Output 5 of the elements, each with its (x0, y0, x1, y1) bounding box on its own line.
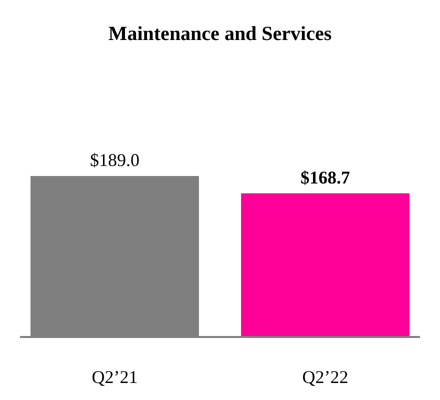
data-label: $168.7 (300, 167, 350, 188)
data-label: $189.0 (90, 150, 140, 170)
x-tick-label: Q2’22 (302, 367, 348, 387)
x-tick-label: Q2’21 (92, 367, 138, 387)
chart-title: Maintenance and Services (108, 23, 332, 45)
